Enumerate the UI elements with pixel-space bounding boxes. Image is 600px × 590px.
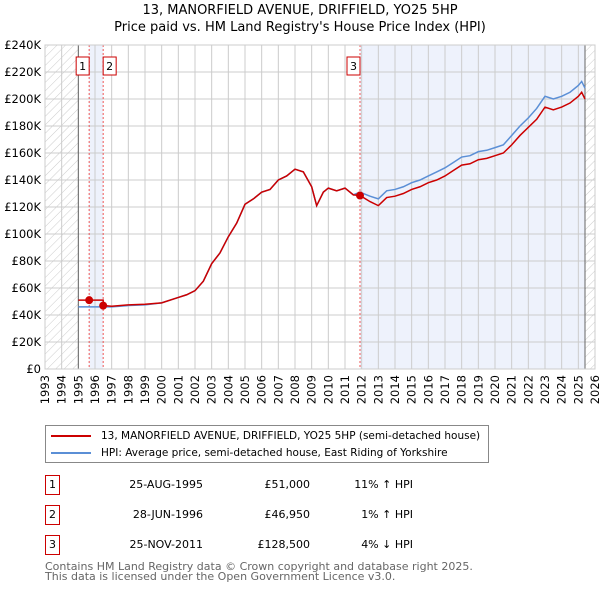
x-tick-label: 2024 xyxy=(555,375,569,404)
transaction-date: 28-JUN-1996 xyxy=(132,508,203,521)
transaction-marker-label: 2 xyxy=(106,60,113,73)
x-tick-label: 1998 xyxy=(121,375,135,404)
x-tick-label: 2021 xyxy=(505,375,519,404)
transaction-marker-box xyxy=(75,56,90,76)
legend-item-property: 13, MANORFIELD AVENUE, DRIFFIELD, YO25 5… xyxy=(51,428,480,444)
transaction-marker-label: 3 xyxy=(350,60,357,73)
footer-line-2: This data is licensed under the Open Gov… xyxy=(45,570,396,583)
x-tick-label: 2026 xyxy=(588,375,600,404)
x-tick-label: 1994 xyxy=(55,375,69,404)
y-tick-label: £20K xyxy=(12,335,42,349)
y-tick-label: £60K xyxy=(12,281,42,295)
x-tick-label: 2016 xyxy=(421,375,435,404)
transaction-price: £128,500 xyxy=(257,538,311,551)
transaction-point xyxy=(99,301,108,310)
x-tick-label: 2025 xyxy=(571,375,585,404)
x-tick-label: 2002 xyxy=(188,375,202,404)
legend-item-hpi: HPI: Average price, semi-detached house,… xyxy=(51,445,448,461)
x-tick-label: 2006 xyxy=(255,375,269,404)
transaction-marker-label: 1 xyxy=(79,60,86,73)
x-tick-label: 1999 xyxy=(138,375,152,404)
x-tick-label: 2022 xyxy=(521,375,535,404)
x-tick-label: 2003 xyxy=(205,375,219,404)
legend-label: HPI: Average price, semi-detached house,… xyxy=(101,447,448,459)
x-tick-label: 1996 xyxy=(88,375,102,404)
x-tick-label: 2001 xyxy=(171,375,185,404)
x-tick-label: 2010 xyxy=(321,375,335,404)
y-tick-label: £140K xyxy=(4,173,41,187)
transaction-point xyxy=(356,191,364,200)
transaction-number: 1 xyxy=(45,475,60,495)
y-tick-label: £120K xyxy=(4,200,41,214)
transaction-price: £51,000 xyxy=(264,478,311,491)
y-tick-label: £100K xyxy=(4,227,41,241)
transaction-number: 3 xyxy=(45,535,60,555)
y-tick-label: £160K xyxy=(4,146,41,160)
transaction-hpi: 1% ↑ HPI xyxy=(361,508,413,521)
x-tick-label: 2020 xyxy=(488,375,502,404)
transaction-date: 25-NOV-2011 xyxy=(129,538,203,551)
y-tick-label: £40K xyxy=(12,308,42,322)
y-tick-label: £220K xyxy=(4,65,41,79)
red-line-swatch xyxy=(51,435,91,437)
y-tick-label: £80K xyxy=(12,254,42,268)
x-tick-label: 2013 xyxy=(371,375,385,404)
y-tick-label: £240K xyxy=(4,38,41,52)
transaction-marker-box xyxy=(102,56,117,76)
transaction-date: 25-AUG-1995 xyxy=(129,478,203,491)
y-tick-label: £180K xyxy=(4,119,41,133)
x-tick-label: 2012 xyxy=(355,375,369,404)
transaction-price: £46,950 xyxy=(264,508,311,521)
x-tick-label: 2004 xyxy=(221,375,235,404)
x-tick-label: 2018 xyxy=(455,375,469,404)
y-tick-label: £0 xyxy=(26,362,41,376)
x-tick-label: 2019 xyxy=(471,375,485,404)
transaction-hpi: 4% ↓ HPI xyxy=(361,538,413,551)
legend: 13, MANORFIELD AVENUE, DRIFFIELD, YO25 5… xyxy=(45,425,489,463)
transaction-marker-box xyxy=(346,56,361,76)
x-tick-label: 2007 xyxy=(271,375,285,404)
x-tick-label: 2005 xyxy=(238,375,252,404)
x-tick-label: 2008 xyxy=(288,375,302,404)
transaction-point xyxy=(85,296,94,305)
blue-line-swatch xyxy=(51,452,91,454)
chart-title: 13, MANORFIELD AVENUE, DRIFFIELD, YO25 5… xyxy=(142,3,458,18)
x-tick-label: 2014 xyxy=(388,375,402,404)
x-tick-label: 2023 xyxy=(538,375,552,404)
x-tick-label: 2011 xyxy=(338,375,352,404)
x-tick-label: 1993 xyxy=(38,375,52,404)
chart-subtitle: Price paid vs. HM Land Registry's House … xyxy=(114,20,486,35)
transaction-number: 2 xyxy=(45,505,60,525)
x-tick-label: 2000 xyxy=(155,375,169,404)
price-chart: £0 £20K £40K £60K £80K £100K £120K £140K £160K £1… xyxy=(4,38,600,404)
price-paid-line xyxy=(78,90,586,307)
plot-border xyxy=(44,44,596,370)
x-tick-label: 2009 xyxy=(305,375,319,404)
x-tick-label: 1995 xyxy=(71,375,85,404)
footer-line-1: Contains HM Land Registry data © Crown c… xyxy=(45,560,473,573)
x-tick-label: 2017 xyxy=(438,375,452,404)
legend-label: 13, MANORFIELD AVENUE, DRIFFIELD, YO25 5… xyxy=(101,430,481,442)
x-tick-label: 1997 xyxy=(105,375,119,404)
transaction-hpi: 11% ↑ HPI xyxy=(354,478,413,491)
y-tick-label: £200K xyxy=(4,92,41,106)
x-tick-label: 2015 xyxy=(405,375,419,404)
